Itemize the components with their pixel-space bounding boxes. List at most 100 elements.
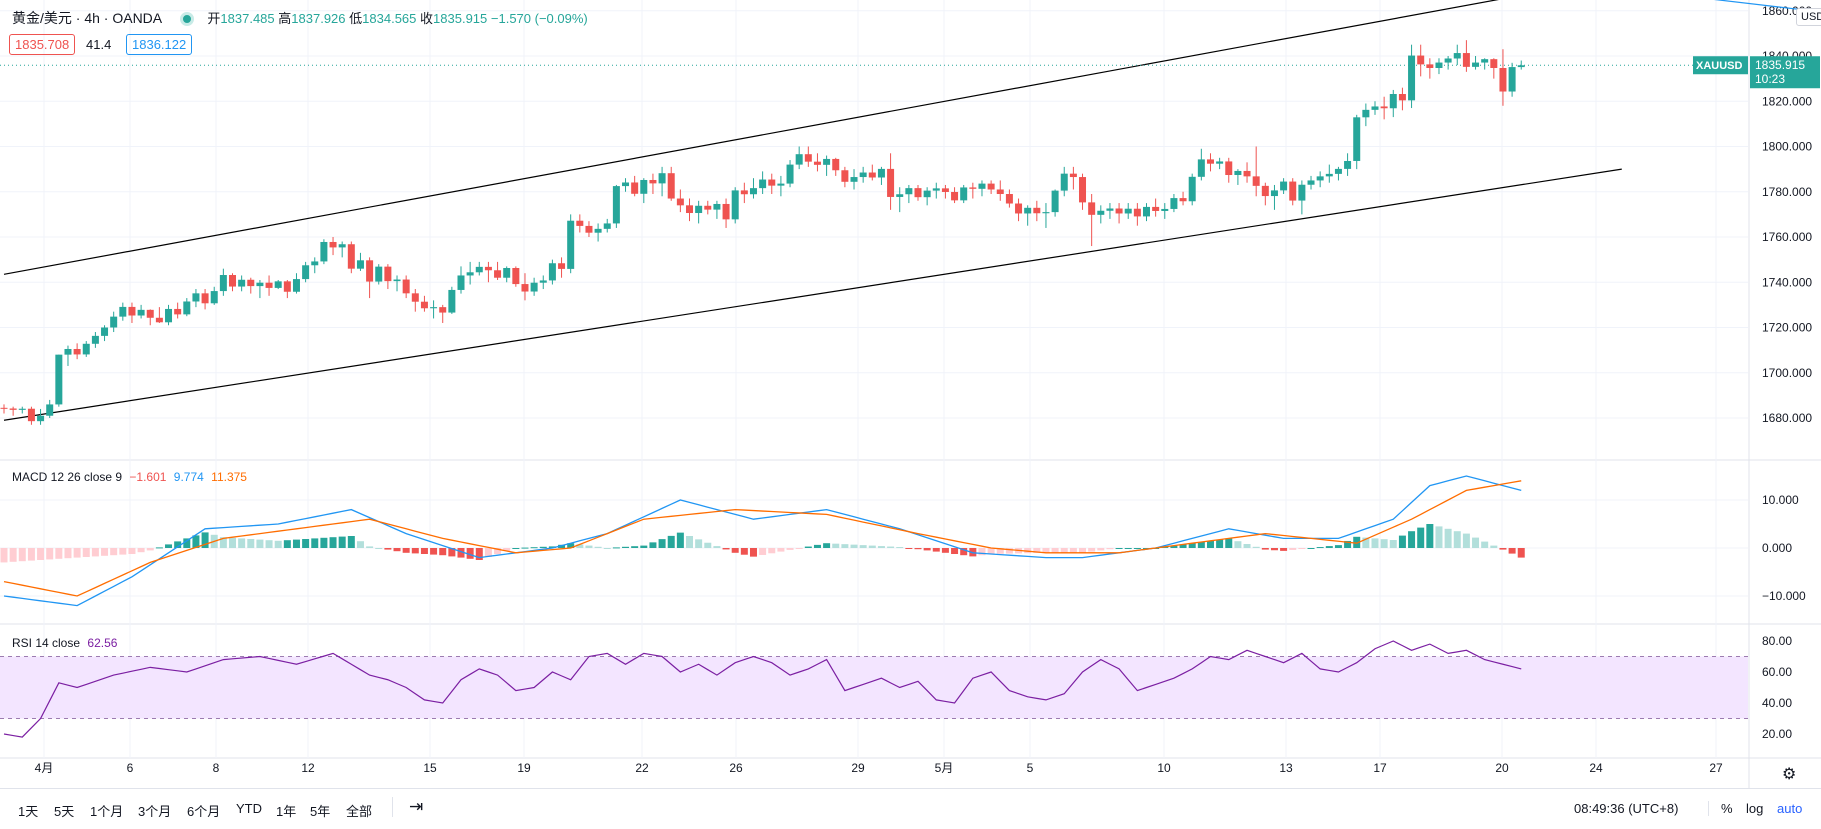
macd-hist-bar: [548, 546, 556, 548]
candle-body: [1371, 106, 1379, 110]
candle-body: [1115, 208, 1123, 214]
symbol-tag-bg: [1693, 56, 1748, 75]
range-3m-button[interactable]: 3个月: [138, 804, 172, 819]
candle-body: [1499, 67, 1507, 92]
candle-body: [841, 170, 849, 182]
clock-time[interactable]: 08:49:36 (UTC+8): [1574, 801, 1679, 816]
time-tick-label: 26: [729, 761, 743, 775]
range-5y-button[interactable]: 5年: [310, 804, 331, 819]
macd-hist-bar: [475, 548, 483, 560]
candle-body: [686, 205, 693, 214]
candle-body: [329, 241, 337, 248]
range-ytd-button[interactable]: YTD: [236, 801, 262, 816]
buy-price-button[interactable]: 1836.122: [126, 34, 193, 55]
currency-button[interactable]: USD: [1796, 8, 1821, 26]
candle-body: [1380, 106, 1388, 109]
time-tick-label: 5: [1027, 761, 1034, 775]
macd-hist-bar: [265, 540, 273, 548]
candle-body: [951, 191, 959, 201]
candle-body: [1042, 212, 1050, 214]
candle-body: [1490, 59, 1498, 68]
macd-hist-bar: [1005, 548, 1013, 554]
candle-body: [1152, 206, 1160, 211]
candle-body: [558, 263, 566, 269]
macd-hist-bar: [777, 548, 785, 552]
symbol-title[interactable]: 黄金/美元 · 4h · OANDA: [12, 10, 163, 26]
candle-body: [1005, 194, 1013, 204]
auto-toggle[interactable]: auto: [1777, 801, 1803, 816]
macd-hist-bar: [1444, 528, 1452, 548]
macd-hist-bar: [713, 546, 721, 548]
macd-hist-bar: [366, 546, 374, 548]
macd-hist-bar: [292, 539, 300, 548]
macd-hist-bar: [1042, 548, 1050, 553]
macd-hist-bar: [82, 548, 90, 557]
rsi-label[interactable]: RSI 14 close: [12, 636, 81, 650]
candle-body: [475, 266, 483, 273]
sell-price-button[interactable]: 1835.708: [9, 34, 76, 55]
candle-body: [521, 284, 529, 292]
candle-body: [1124, 208, 1132, 214]
macd-hist-bar: [622, 546, 630, 548]
candle-body: [1188, 176, 1196, 202]
macd-hist-bar: [749, 548, 757, 557]
log-toggle[interactable]: log: [1746, 801, 1764, 816]
price-tick-label: 1760.000: [1762, 230, 1812, 244]
macd-hist-bar: [0, 548, 8, 563]
candle-body: [274, 281, 282, 288]
candle-body: [832, 158, 840, 171]
macd-hist-bar: [1389, 540, 1397, 548]
candle-body: [128, 306, 136, 316]
range-all-button[interactable]: 全部: [346, 804, 373, 819]
candle-body: [1069, 173, 1077, 178]
chart-settings-gear-icon[interactable]: ⚙: [1782, 766, 1797, 783]
macd-hist-bar: [850, 544, 858, 548]
percent-toggle[interactable]: %: [1708, 801, 1733, 816]
candle-body: [1216, 161, 1224, 164]
candle-body: [183, 301, 191, 315]
go-to-date-icon[interactable]: ⇥: [392, 797, 423, 817]
macd-tick-label: 10.000: [1762, 493, 1799, 507]
macd-hist-bar: [768, 548, 776, 554]
candle-body: [731, 190, 739, 220]
candle-body: [749, 188, 757, 195]
candle-body: [868, 172, 876, 178]
macd-hist-bar: [512, 548, 520, 549]
time-tick-label: 22: [635, 761, 649, 775]
macd-hist-bar: [576, 544, 584, 548]
candle-body: [201, 293, 209, 304]
macd-hist-bar: [914, 548, 922, 550]
candle-body: [91, 335, 99, 344]
change-value: −1.570 (−0.09%): [490, 11, 588, 26]
candle-body: [576, 220, 584, 226]
macd-hist-bar: [46, 548, 54, 560]
macd-hist-bar: [695, 539, 703, 548]
macd-hist-bar: [704, 542, 712, 548]
candle-body: [210, 291, 218, 304]
candle-body: [192, 293, 200, 302]
candle-body: [1344, 160, 1352, 169]
candle-body: [1307, 180, 1315, 185]
macd-hist-bar: [960, 548, 968, 556]
chart-canvas[interactable]: 1860.0001840.0001820.0001800.0001780.000…: [0, 0, 1821, 788]
rsi-band: [0, 656, 1748, 719]
candle-body: [923, 190, 931, 198]
candle-body: [448, 289, 456, 313]
macd-hist-bar: [813, 544, 821, 548]
macd-hist-bar: [174, 541, 182, 548]
candle-body: [1435, 62, 1443, 68]
range-1d-button[interactable]: 1天: [18, 804, 39, 819]
rsi-tick-label: 80.00: [1762, 634, 1792, 648]
macd-hist-bar: [439, 548, 447, 556]
macd-hist-bar: [1298, 548, 1306, 549]
range-6m-button[interactable]: 6个月: [187, 804, 221, 819]
range-1m-button[interactable]: 1个月: [90, 804, 124, 819]
rsi-tick-label: 20.00: [1762, 727, 1792, 741]
range-5d-button[interactable]: 5天: [54, 804, 75, 819]
macd-label[interactable]: MACD 12 26 close 9: [12, 470, 123, 484]
time-tick-label: 15: [423, 761, 437, 775]
range-1y-button[interactable]: 1年: [276, 804, 297, 819]
candle-body: [37, 415, 45, 422]
candle-body: [238, 279, 246, 287]
macd-hist-bar: [823, 543, 831, 548]
